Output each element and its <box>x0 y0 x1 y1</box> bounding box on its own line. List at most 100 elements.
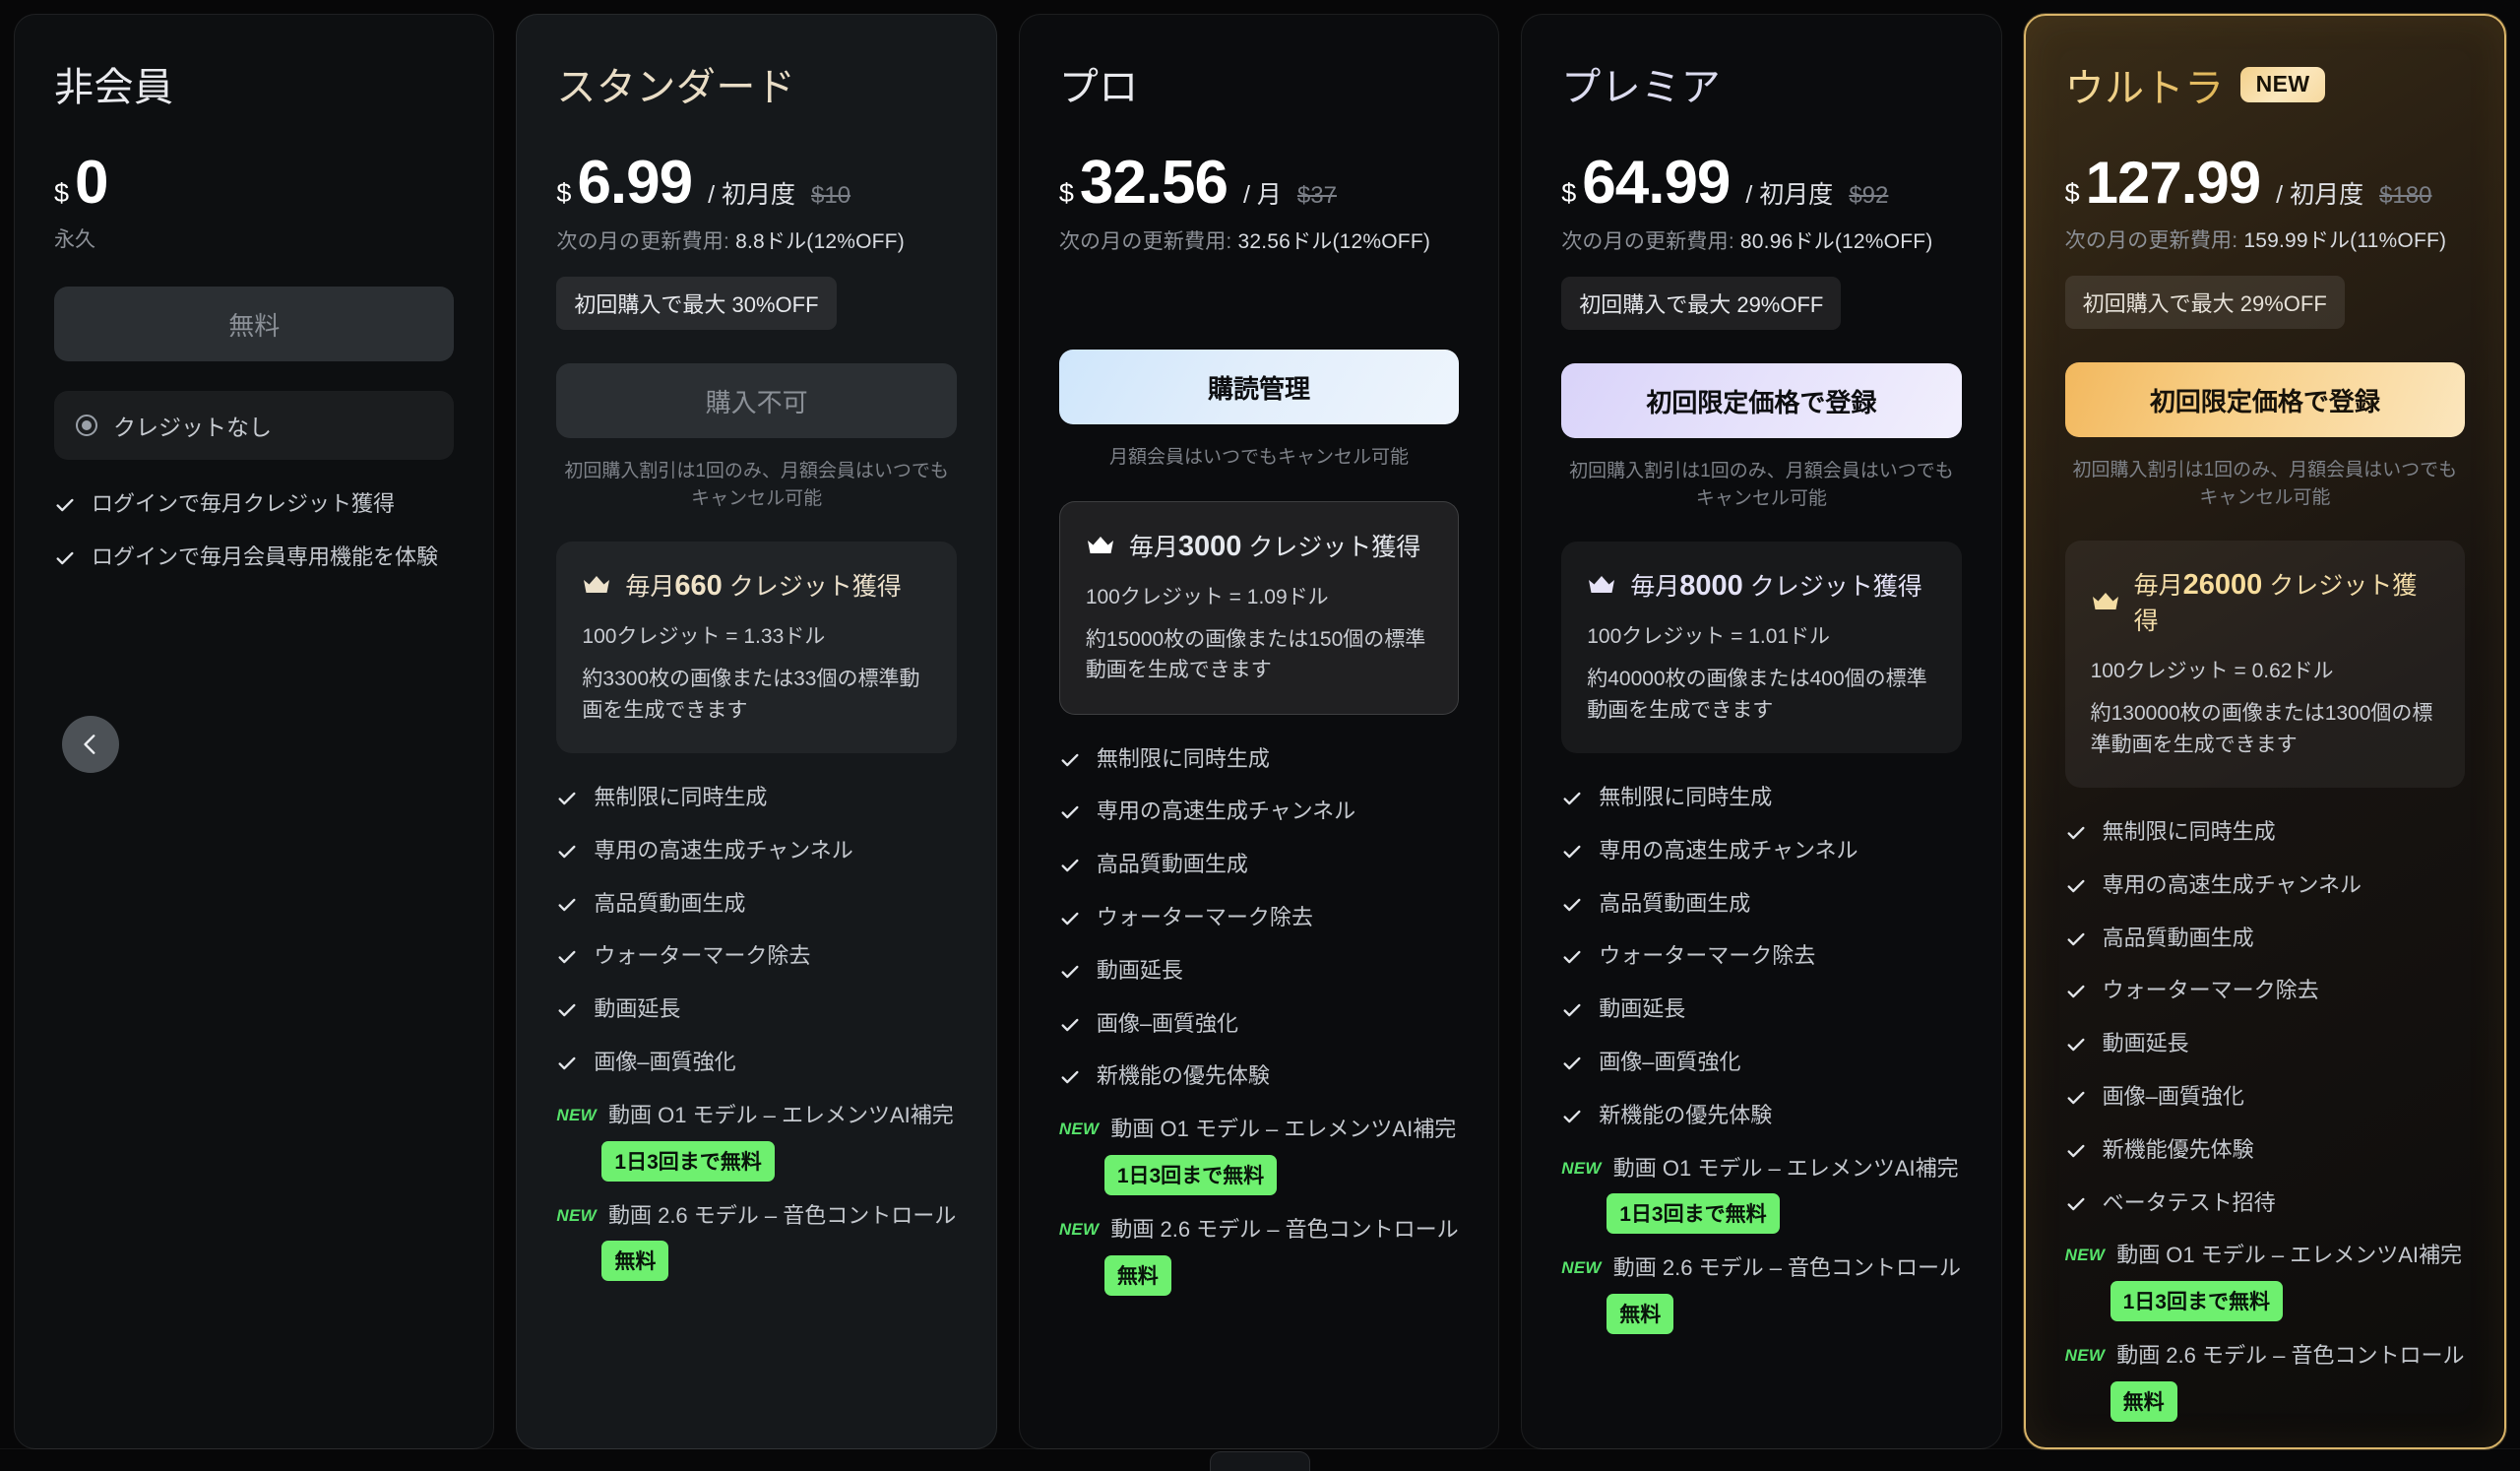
plan-card-ultra[interactable]: ウルトラ NEW $ 127.99 / 初月度 $180 次の月の更新費用: 1… <box>2023 14 2507 1449</box>
feature-label: 画像–画質強化 <box>2102 1084 2244 1110</box>
plan-title: プロ <box>1058 66 1139 109</box>
credits-capacity: 約15000枚の画像または150個の標準動画を生成できます <box>1085 627 1426 682</box>
feature-item: 新機能の優先体験 <box>1561 1101 1961 1131</box>
credits-capacity: 約40000枚の画像または400個の標準動画を生成できます <box>1587 668 1927 722</box>
check-icon <box>2067 986 2085 998</box>
renew-amount: 8.8ドル(12%OFF) <box>735 230 905 253</box>
feature-item: 新機能の優先体験 <box>1059 1061 1459 1092</box>
credits-capacity: 約3300枚の画像または33個の標準動画を生成できます <box>582 668 920 722</box>
subscribe-button[interactable]: 初回限定価格で登録 <box>2064 362 2466 437</box>
credits-title: 毎月3000 クレジット獲得 <box>1129 528 1421 563</box>
feature-item: ベータテスト招待 <box>2065 1188 2465 1219</box>
feature-item-new: NEW 動画 2.6 モデル – 音色コントロール 無料 <box>1059 1215 1459 1296</box>
discount-badge: 初回購入で最大 29%OFF <box>2064 276 2345 329</box>
feature-item: ウォーターマーク除去 <box>2065 976 2465 1006</box>
check-icon <box>1563 898 1581 911</box>
feature-new-row: NEW 動画 O1 モデル – エレメンツAI補完 <box>1561 1154 1958 1184</box>
price-row: $ 6.99 / 初月度 $10 <box>556 153 956 214</box>
price-block: $ 6.99 / 初月度 $10 次の月の更新費用: 8.8ドル(12%OFF)… <box>556 153 956 330</box>
cta-note: 月額会員はいつでもキャンセル可能 <box>1109 447 1410 468</box>
feature-label: ウォーターマーク除去 <box>594 943 811 969</box>
plan-card-pro[interactable]: プロ $ 32.56 / 月 $37 次の月の更新費用: 32.56ドル(12%… <box>1018 14 1500 1449</box>
feature-badge: 1日3回まで無料 <box>2110 1281 2283 1322</box>
crown-icon <box>1589 576 1615 594</box>
check-icon <box>1061 1018 1079 1031</box>
credits-box: 毎月3000 クレジット獲得 100クレジット = 1.09ドル 約15000枚… <box>1058 500 1460 715</box>
feature-item: ウォーターマーク除去 <box>1059 903 1459 933</box>
currency-symbol: $ <box>2064 178 2080 208</box>
new-tag: NEW <box>2064 1346 2106 1366</box>
price-block: $ 64.99 / 初月度 $92 次の月の更新費用: 80.96ドル(12%O… <box>1561 153 1961 330</box>
feature-label: 専用の高速生成チャンネル <box>2102 871 2362 897</box>
credits-prefix: 毎月 <box>1630 573 1680 602</box>
credits-title: 毎月660 クレジット獲得 <box>625 567 901 603</box>
free-cta-button[interactable]: 無料 <box>54 287 455 361</box>
price-amount: 0 <box>75 149 108 217</box>
feature-item-new: NEW 動画 O1 モデル – エレメンツAI補完 1日3回まで無料 <box>556 1101 956 1182</box>
feature-label: 画像–画質強化 <box>1096 1010 1239 1036</box>
collapse-panel-button[interactable] <box>62 716 119 773</box>
manage-subscription-button[interactable]: 購読管理 <box>1058 350 1460 424</box>
feature-label: ウォーターマーク除去 <box>1096 904 1313 929</box>
currency-symbol: $ <box>1561 178 1577 208</box>
feature-item: 専用の高速生成チャンネル <box>1561 836 1961 866</box>
plan-card-premium[interactable]: プレミア $ 64.99 / 初月度 $92 次の月の更新費用: 80.96ドル… <box>1521 14 2002 1449</box>
renew-prefix: 次の月の更新費用: <box>1561 230 1734 253</box>
credits-amount: 660 <box>674 570 723 603</box>
feature-list: 無制限に同時生成 専用の高速生成チャンネル 高品質動画生成 ウォーターマーク除去… <box>2064 817 2465 1423</box>
feature-label: 動画 2.6 モデル – 音色コントロール <box>1612 1255 1962 1281</box>
cta-note: 初回購入割引は1回のみ、月額会員はいつでもキャンセル可能 <box>2072 460 2458 508</box>
new-tag: NEW <box>556 1205 597 1225</box>
plan-title-row: スタンダード <box>556 58 956 109</box>
feature-item: ウォーターマーク除去 <box>1561 941 1961 972</box>
feature-item: 画像–画質強化 <box>556 1048 956 1078</box>
plan-title: ウルトラ <box>2065 56 2225 113</box>
price-amount: 32.56 <box>1079 149 1228 217</box>
credits-box: 毎月660 クレジット獲得 100クレジット = 1.33ドル 約3300枚の画… <box>556 542 957 754</box>
credits-suffix: クレジット獲得 <box>2133 572 2418 636</box>
feature-label: 高品質動画生成 <box>1599 890 1751 916</box>
feature-label: 動画延長 <box>1096 957 1183 983</box>
check-icon <box>2067 1039 2085 1052</box>
feature-item: 高品質動画生成 <box>1561 889 1961 920</box>
check-icon <box>1061 912 1079 926</box>
new-badge: NEW <box>2239 67 2326 102</box>
feature-list: 無制限に同時生成 専用の高速生成チャンネル 高品質動画生成 ウォーターマーク除去… <box>1561 783 1962 1335</box>
feature-item-new: NEW 動画 2.6 モデル – 音色コントロール 無料 <box>556 1201 956 1282</box>
feature-label: 無制限に同時生成 <box>594 785 768 810</box>
credits-suffix: クレジット獲得 <box>728 573 902 602</box>
plan-title: プレミア <box>1561 66 1722 109</box>
plan-card-free[interactable]: 非会員 $ 0 永久 無料 クレジットなし ログインで毎月クレジット獲得 ログイ… <box>14 14 495 1449</box>
renew-prefix: 次の月の更新費用: <box>1058 230 1232 253</box>
duration-label: 永久 <box>54 228 95 251</box>
no-credit-option[interactable]: クレジットなし <box>54 391 455 460</box>
credits-box: 毎月8000 クレジット獲得 100クレジット = 1.01ドル 約40000枚… <box>1561 542 1962 754</box>
check-icon <box>558 1056 576 1070</box>
feature-label: 動画 2.6 モデル – 音色コントロール <box>2116 1343 2465 1369</box>
check-icon <box>558 1004 576 1017</box>
credits-rate: 100クレジット = 1.09ドル <box>1085 585 1329 608</box>
feature-label: ウォーターマーク除去 <box>2102 978 2319 1003</box>
radio-icon[interactable] <box>76 415 97 436</box>
feature-item: 無制限に同時生成 <box>2065 817 2465 848</box>
crown-icon <box>2092 593 2118 610</box>
credits-rate: 100クレジット = 1.33ドル <box>582 625 826 649</box>
feature-badge: 無料 <box>1103 1254 1171 1296</box>
subscribe-button[interactable]: 初回限定価格で登録 <box>1561 363 1962 438</box>
cta-note: 初回購入割引は1回のみ、月額会員はいつでもキャンセル可能 <box>564 461 949 509</box>
price-row: $ 64.99 / 初月度 $92 <box>1561 153 1961 214</box>
feature-badge: 1日3回まで無料 <box>601 1140 775 1182</box>
plan-card-standard[interactable]: スタンダード $ 6.99 / 初月度 $10 次の月の更新費用: 8.8ドル(… <box>516 14 997 1449</box>
credits-header: 毎月8000 クレジット獲得 <box>1587 567 1935 603</box>
feature-list: 無制限に同時生成 専用の高速生成チャンネル 高品質動画生成 ウォーターマーク除去… <box>1059 744 1459 1296</box>
credits-prefix: 毎月 <box>1128 533 1178 561</box>
feature-item: 動画延長 <box>1059 956 1459 987</box>
bottom-drag-handle[interactable] <box>1210 1451 1310 1471</box>
feature-label: ウォーターマーク除去 <box>1599 943 1816 969</box>
original-price: $10 <box>811 182 851 209</box>
feature-list: 無制限に同時生成 専用の高速生成チャンネル 高品質動画生成 ウォーターマーク除去… <box>556 783 956 1282</box>
credits-rate: 100クレジット = 0.62ドル <box>2090 660 2334 683</box>
purchase-button[interactable]: 購入不可 <box>556 363 957 438</box>
feature-label: 無制限に同時生成 <box>2102 819 2276 845</box>
